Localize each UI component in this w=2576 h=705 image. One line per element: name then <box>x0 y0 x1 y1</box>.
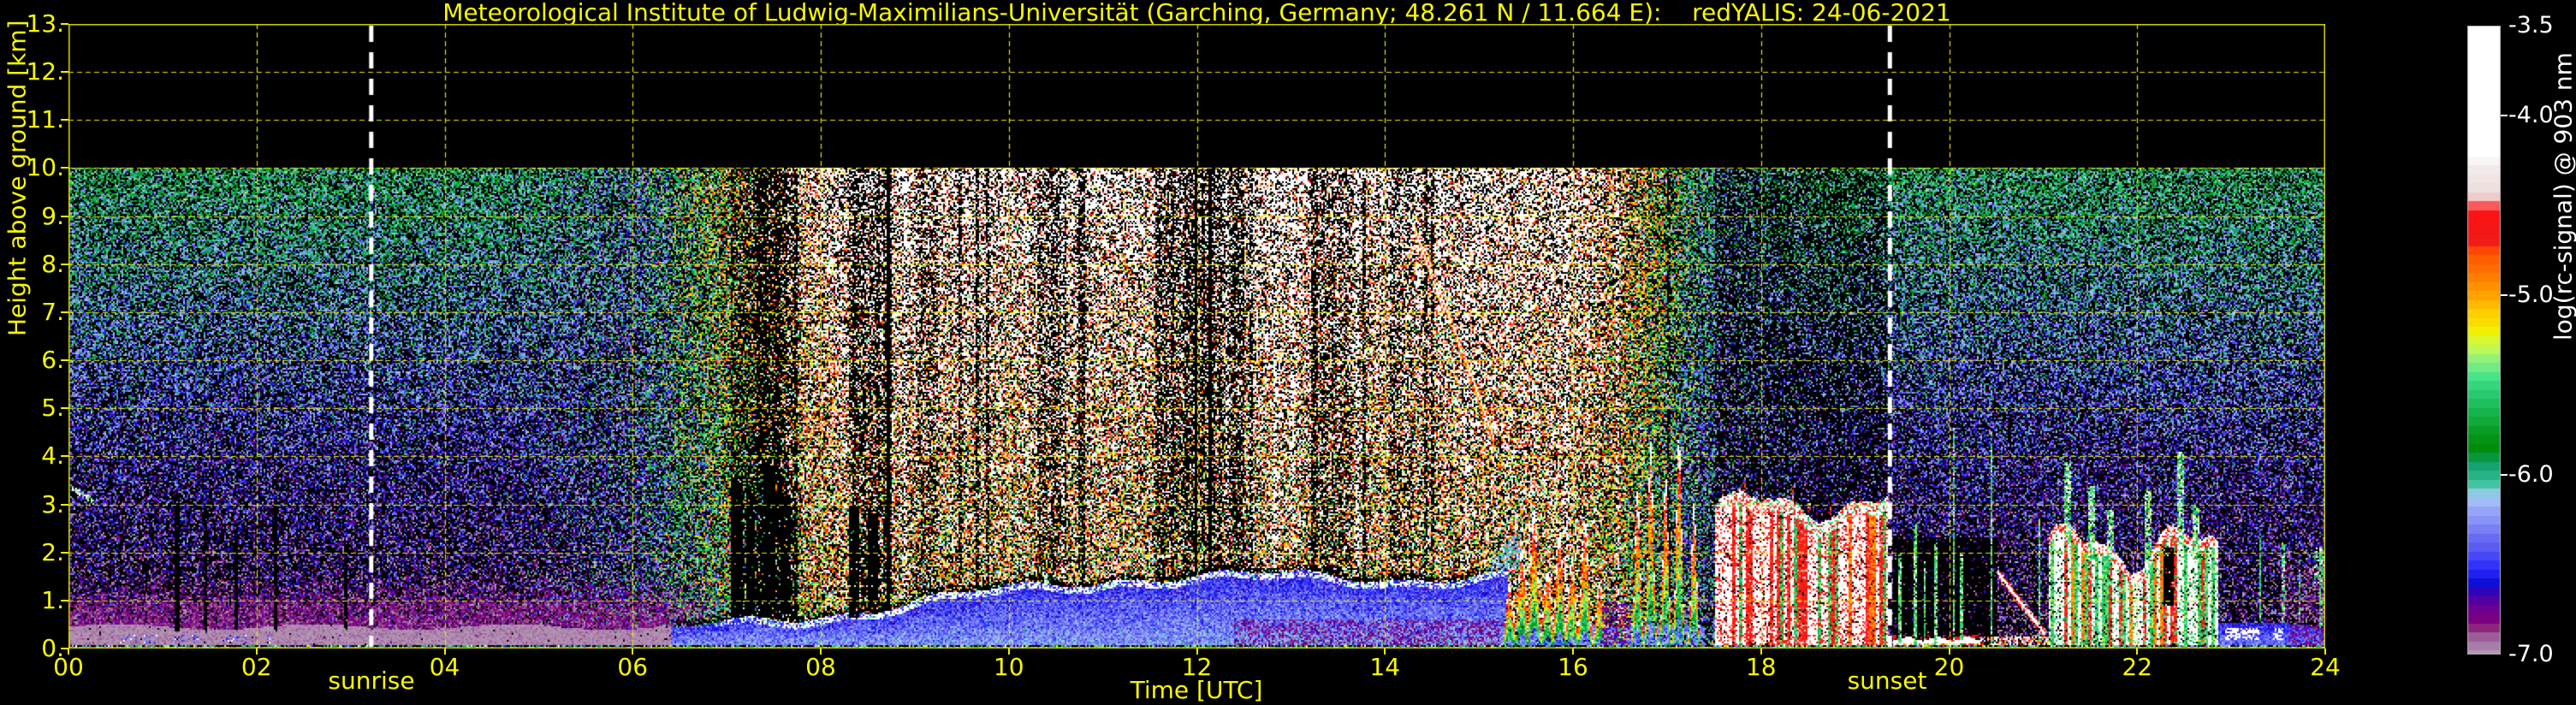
colorbar-tick-label: -5.0 <box>2508 281 2554 308</box>
colorbar-tick-mark <box>2501 115 2508 116</box>
x-tick-label: 08 <box>805 653 836 681</box>
x-tick-mark <box>1572 649 1574 655</box>
y-tick-mark <box>61 311 68 313</box>
y-tick-label: 2. <box>41 537 64 566</box>
y-tick-label: 4. <box>41 441 64 471</box>
colorbar-tick-label: -6.0 <box>2508 461 2554 488</box>
colorbar-tick-mark <box>2501 474 2508 476</box>
y-tick-mark <box>61 551 68 554</box>
x-tick-mark <box>1384 649 1386 655</box>
y-tick-label: 6. <box>41 346 64 375</box>
x-tick-label: 12 <box>1181 653 1213 681</box>
y-tick-label: 13. <box>26 9 64 38</box>
y-tick-label: 0. <box>41 634 64 662</box>
y-tick-mark <box>61 599 68 601</box>
colorbar-tick-label: -3.5 <box>2508 12 2554 39</box>
colorbar-tick-label: -7.0 <box>2508 641 2554 667</box>
y-tick-label: 5. <box>41 394 64 423</box>
y-tick-mark <box>61 503 68 506</box>
y-tick-mark <box>61 407 68 410</box>
page-title: Meteorological Institute of Ludwig-Maxim… <box>442 0 1951 27</box>
x-tick-label: 00 <box>53 653 84 681</box>
y-tick-label: 3. <box>41 489 64 518</box>
y-tick-mark <box>61 23 68 25</box>
x-tick-mark <box>1948 649 1950 655</box>
y-tick-label: 9. <box>41 201 64 230</box>
y-tick-mark <box>61 263 68 265</box>
y-tick-mark <box>61 71 68 74</box>
x-tick-label: 20 <box>1933 653 1965 681</box>
x-axis-label: Time [UTC] <box>1130 676 1263 704</box>
x-tick-mark <box>255 649 258 655</box>
y-tick-label: 10. <box>26 153 64 182</box>
y-tick-mark <box>61 359 68 362</box>
x-tick-mark <box>632 649 634 655</box>
x-tick-label: 24 <box>2310 653 2341 681</box>
x-tick-mark <box>2324 649 2326 655</box>
y-tick-label: 8. <box>41 249 64 278</box>
x-tick-label: 02 <box>240 653 272 681</box>
y-tick-mark <box>61 119 68 121</box>
sunset-annotation: sunset <box>1847 666 1927 695</box>
colorbar-gradient <box>2467 26 2501 655</box>
x-tick-label: 16 <box>1558 653 1588 681</box>
x-tick-mark <box>443 649 446 655</box>
y-tick-mark <box>61 455 68 458</box>
x-tick-mark <box>1196 649 1198 655</box>
x-tick-label: 10 <box>993 653 1024 681</box>
x-tick-label: 22 <box>2122 653 2153 681</box>
x-tick-label: 14 <box>1369 653 1401 681</box>
y-tick-mark <box>61 215 68 217</box>
x-tick-label: 18 <box>1745 653 1777 681</box>
x-tick-mark <box>2136 649 2139 655</box>
x-tick-mark <box>1760 649 1762 655</box>
x-tick-mark <box>1007 649 1010 655</box>
colorbar-tick-label: -4.0 <box>2508 102 2554 128</box>
x-tick-label: 06 <box>617 653 649 681</box>
colorbar-tick-mark <box>2501 294 2508 296</box>
sunrise-annotation: sunrise <box>328 666 415 695</box>
x-tick-mark <box>68 649 69 655</box>
y-tick-mark <box>61 648 68 649</box>
y-tick-label: 1. <box>41 585 64 614</box>
y-tick-label: 12. <box>26 57 64 86</box>
x-tick-label: 04 <box>429 653 460 681</box>
y-tick-mark <box>61 167 68 169</box>
x-tick-mark <box>820 649 822 655</box>
lidar-heatmap-canvas <box>68 24 2325 649</box>
y-tick-label: 11. <box>26 105 64 134</box>
y-tick-label: 7. <box>41 297 64 326</box>
